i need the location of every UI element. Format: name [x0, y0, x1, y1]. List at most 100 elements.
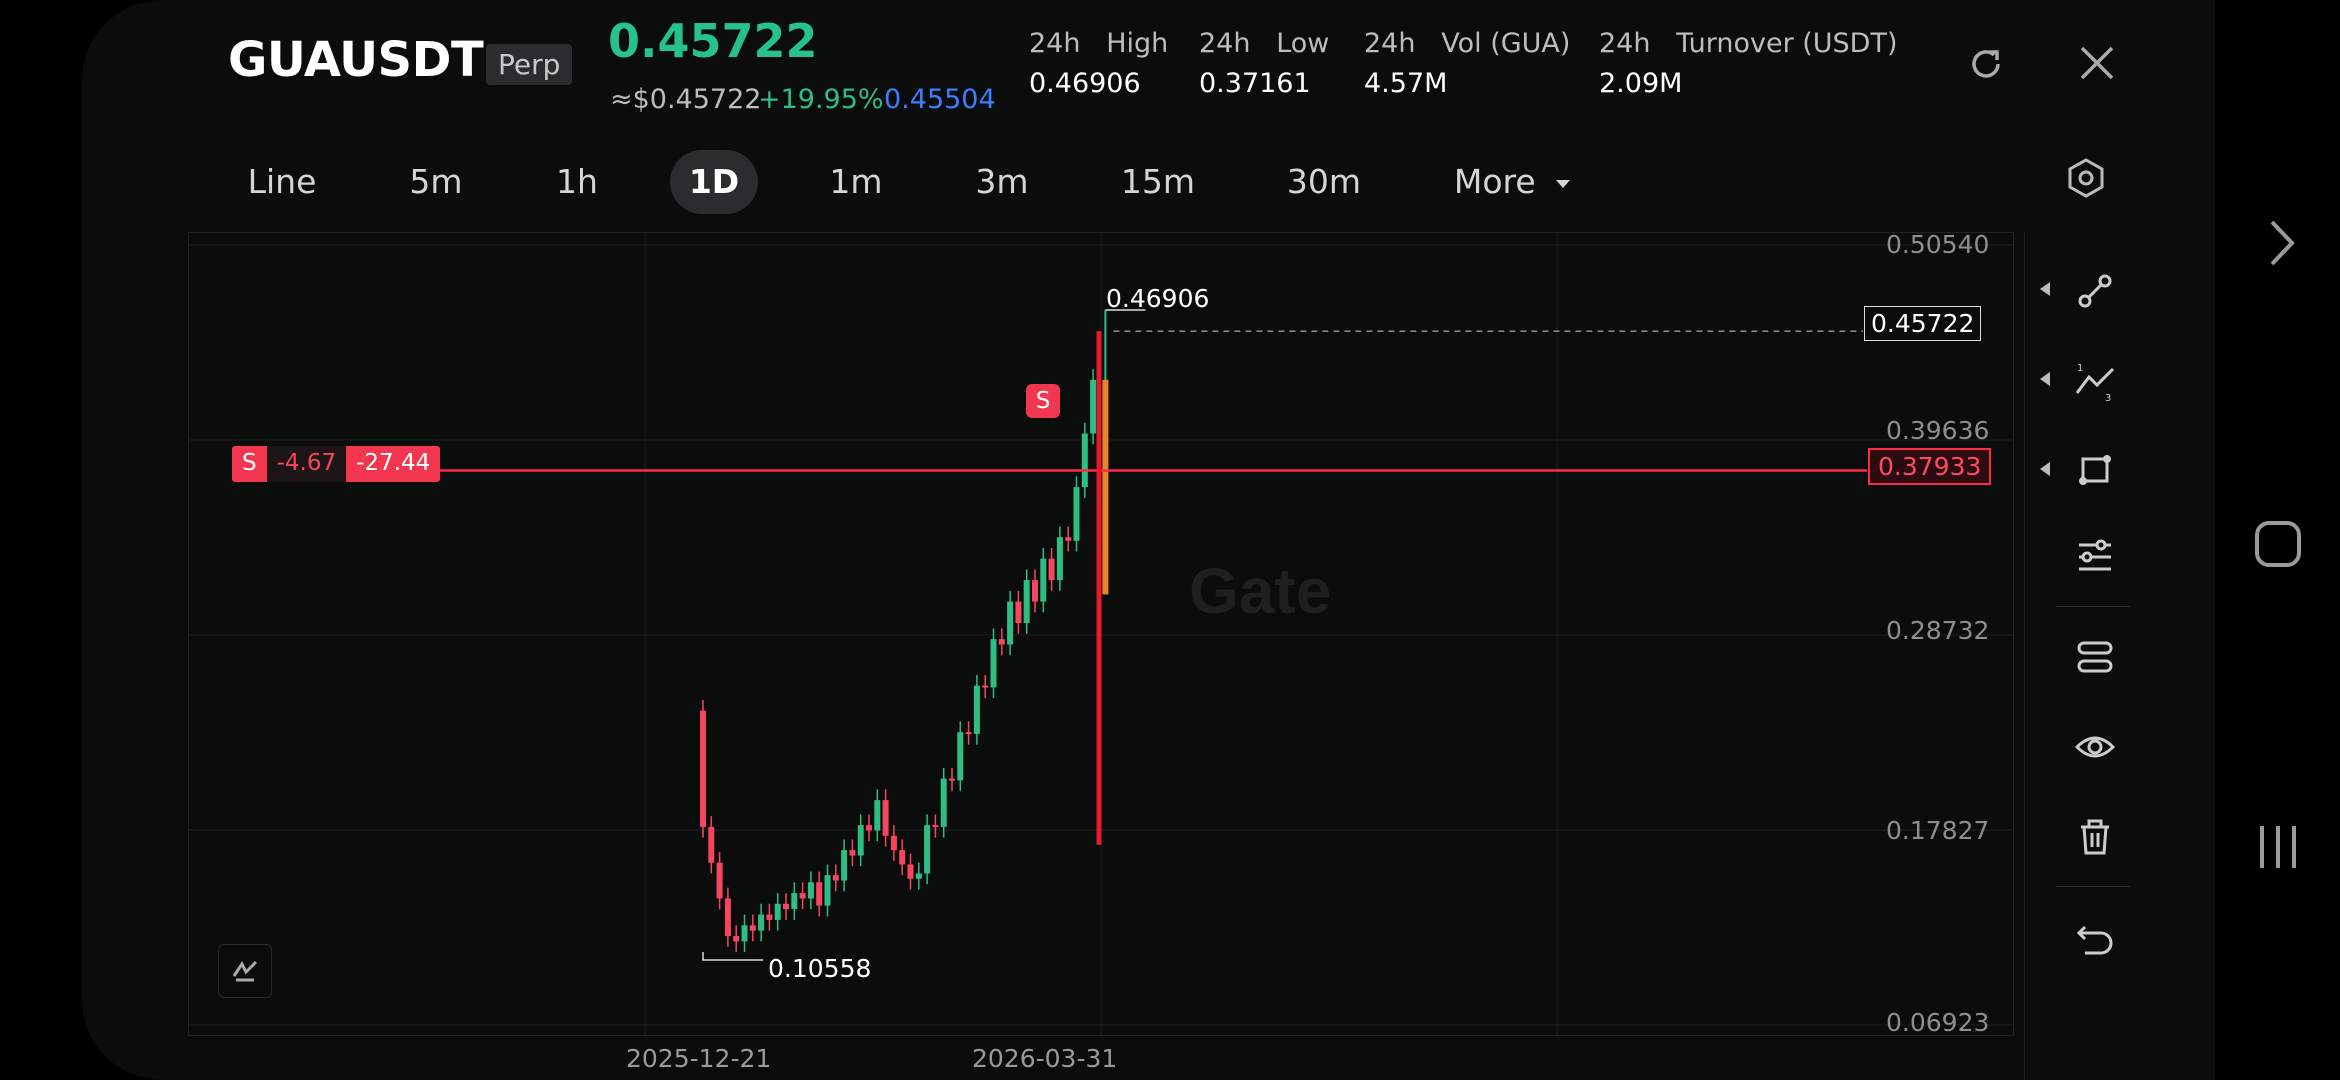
low-marker-label: 0.10558 [768, 954, 872, 983]
refresh-icon [1972, 50, 2000, 78]
tab-line[interactable]: Line [247, 162, 317, 201]
chart-mode-button[interactable] [218, 944, 272, 998]
candle-body [774, 903, 781, 920]
caret-down-icon [1556, 179, 1571, 188]
recents-button[interactable] [2256, 824, 2300, 870]
high-marker-label: 0.46906 [1106, 284, 1210, 313]
tab-1d[interactable]: 1D [670, 150, 758, 214]
candle-body [915, 873, 922, 879]
candle-body [965, 732, 972, 735]
app-window [82, 0, 2215, 1080]
y-tick-label: 0.17827 [1886, 816, 1990, 845]
tab-more[interactable]: More [1448, 150, 1578, 214]
candlestick-chart[interactable]: Gate [188, 232, 2014, 1037]
candle-body [708, 826, 715, 863]
trash-icon [2081, 819, 2109, 855]
x-tick-label: 2026-03-31 [972, 1044, 1118, 1073]
home-icon [2255, 521, 2301, 567]
candle-body [973, 685, 980, 734]
tab-1h[interactable]: 1h [556, 162, 598, 201]
candle-body [749, 925, 756, 931]
candle-body [882, 800, 889, 836]
candle-body [924, 825, 931, 874]
candle-body [1073, 487, 1080, 541]
candle-body [932, 825, 939, 828]
candle-body [1023, 580, 1030, 624]
candle-body [816, 882, 823, 906]
candle-body [940, 778, 947, 827]
indicators-tool[interactable] [2062, 524, 2128, 590]
close-icon [2080, 46, 2114, 80]
tab-3m[interactable]: 3m [975, 162, 1029, 201]
drawing-toolbar [2024, 232, 2161, 1080]
candle-body [990, 639, 997, 688]
settings-sliders-tool[interactable] [2062, 624, 2128, 690]
undo-icon [2076, 925, 2113, 955]
watermark: Gate [1189, 555, 1331, 627]
stat-low-label: 24h Low [1199, 28, 1330, 59]
candle-body [1048, 558, 1055, 581]
tab-30m[interactable]: 30m [1286, 162, 1362, 201]
candle-body [766, 914, 773, 920]
position-tag[interactable]: S -4.67 -27.44 [232, 446, 441, 482]
submenu-caret-icon [2040, 462, 2050, 476]
y-tick-label: 0.39636 [1886, 416, 1990, 445]
svg-text:3: 3 [2105, 393, 2111, 403]
svg-text:1: 1 [2077, 363, 2083, 374]
candle-body [1090, 379, 1097, 434]
forward-button[interactable] [2262, 218, 2302, 268]
refresh-button[interactable] [1964, 42, 2008, 86]
eye-icon [2074, 736, 2116, 758]
home-button[interactable] [2254, 520, 2302, 568]
tab-15m[interactable]: 15m [1120, 162, 1196, 201]
chart-mode-icon [232, 960, 258, 982]
candle-body [1102, 379, 1109, 595]
x-tick-label: 2025-12-21 [626, 1044, 772, 1073]
candle-body [1015, 601, 1022, 624]
candle-body [998, 639, 1005, 645]
candle-body [890, 835, 897, 851]
candle-body [1007, 601, 1014, 645]
undo-tool[interactable] [2062, 904, 2128, 970]
stat-high-value: 0.46906 [1029, 68, 1141, 99]
candle-body [982, 685, 989, 688]
trade-marker[interactable]: S [1026, 384, 1060, 418]
y-tick-label: 0.06923 [1886, 1008, 1990, 1037]
current-price-tag: 0.45722 [1864, 306, 1982, 341]
candle-body [700, 710, 706, 827]
candle-body [791, 893, 798, 910]
stat-vol-value: 4.57M [1364, 68, 1448, 99]
candle-body [857, 825, 864, 856]
visibility-tool[interactable] [2062, 714, 2128, 780]
candle-body [899, 850, 906, 865]
stat-turnover-label: 24h Turnover (USDT) [1599, 28, 1898, 59]
toolbar-divider [2056, 886, 2130, 887]
candle-body [1040, 558, 1047, 602]
indicators-icon [2079, 539, 2111, 571]
chevron-right-icon [2270, 220, 2295, 266]
y-tick-label: 0.28732 [1886, 616, 1990, 645]
chart-settings-button[interactable] [2064, 156, 2108, 200]
tab-5m[interactable]: 5m [409, 162, 463, 201]
candle-body [866, 825, 872, 831]
submenu-caret-icon [2040, 372, 2050, 386]
candle-body [1056, 537, 1063, 581]
candle-body [807, 882, 814, 899]
candle-body [741, 925, 748, 942]
settings-sliders-icon [2077, 641, 2113, 673]
draw-line-tool[interactable] [2062, 258, 2128, 324]
candle-body [824, 875, 831, 906]
y-tick-label: 0.50540 [1886, 230, 1990, 259]
close-button[interactable] [2076, 42, 2118, 84]
position-price-tag: 0.37933 [1868, 448, 1992, 485]
candle-body [1065, 537, 1072, 541]
shape-icon [2079, 455, 2111, 485]
shape-tool[interactable] [2062, 436, 2128, 502]
mark-price: 0.45504 [884, 84, 996, 115]
candle-body [841, 850, 848, 881]
tab-1m[interactable]: 1m [829, 162, 883, 201]
candle-body [949, 778, 955, 781]
delete-tool[interactable] [2062, 804, 2128, 870]
position-side: S [232, 446, 267, 482]
